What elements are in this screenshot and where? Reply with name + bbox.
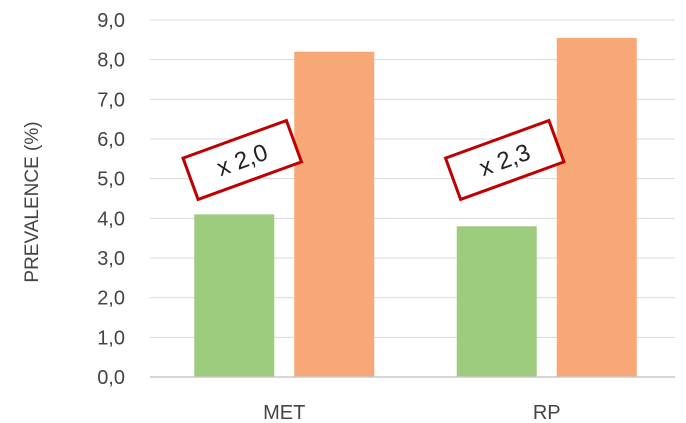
x-category-label: RP: [533, 402, 561, 423]
bar-met-2: [294, 51, 375, 377]
y-axis-title: PREVALENCE (%): [22, 121, 43, 282]
bar-met-1: [194, 214, 275, 377]
y-tick-label: 7,0: [97, 89, 125, 111]
y-tick-label: 3,0: [97, 248, 125, 270]
y-tick-label: 6,0: [97, 129, 125, 151]
annotation-box: x 2,0: [181, 118, 304, 202]
bar-rp-2: [556, 37, 637, 377]
annotation-box: x 2,3: [443, 118, 566, 202]
x-category-label: MET: [263, 402, 305, 423]
axes: 0,0 1,0 2,0 3,0 4,0 5,0 6,0 7,0 8,0 9,0 MET RP: [97, 10, 675, 423]
y-tick-label: 1,0: [97, 327, 125, 349]
y-tick-label: 4,0: [97, 208, 125, 230]
y-tick-label: 9,0: [97, 10, 125, 32]
y-tick-label: 8,0: [97, 50, 125, 72]
annotation-border: [181, 118, 304, 202]
bars: [194, 37, 637, 377]
annotation-border: [443, 118, 566, 202]
y-tick-label: 2,0: [97, 288, 125, 310]
y-tick-label: 0,0: [97, 367, 125, 389]
y-tick-label: 5,0: [97, 169, 125, 191]
bar-rp-1: [456, 226, 537, 377]
annotations: x 2,0 x 2,3: [181, 118, 566, 202]
